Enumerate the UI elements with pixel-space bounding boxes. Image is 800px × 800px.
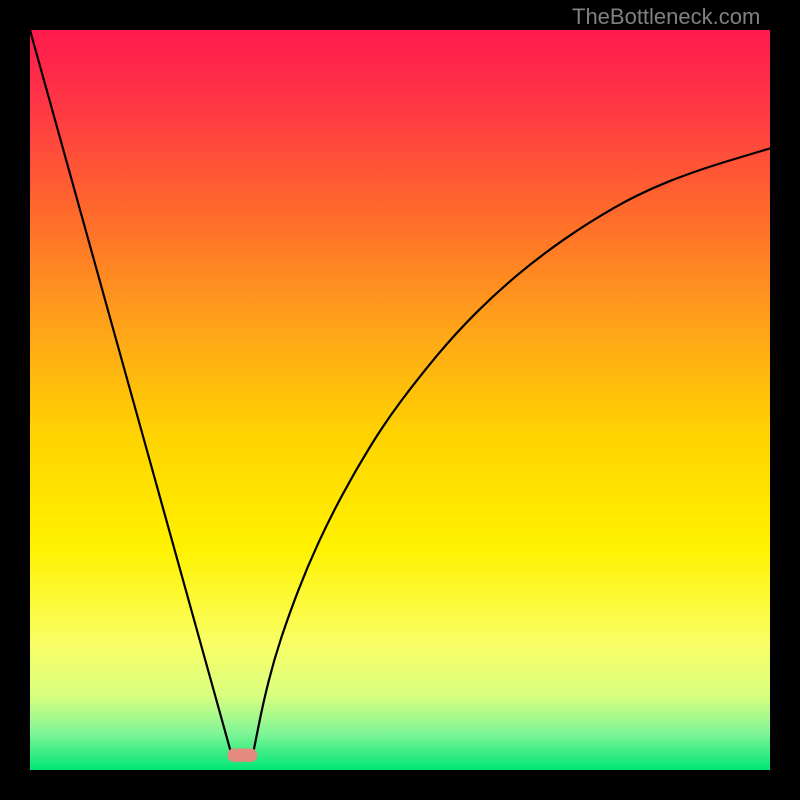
plot-area	[30, 30, 770, 770]
chart-background	[30, 30, 770, 770]
watermark-text: TheBottleneck.com	[572, 4, 760, 30]
chart-svg	[30, 30, 770, 770]
dip-marker	[228, 749, 258, 762]
